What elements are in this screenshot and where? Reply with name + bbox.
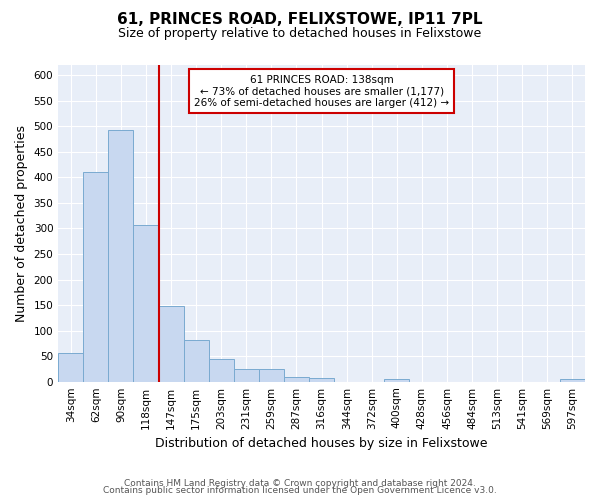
Bar <box>58 352 83 382</box>
Bar <box>284 376 309 382</box>
Text: 61 PRINCES ROAD: 138sqm
← 73% of detached houses are smaller (1,177)
26% of semi: 61 PRINCES ROAD: 138sqm ← 73% of detache… <box>194 74 449 108</box>
Bar <box>385 379 409 382</box>
Bar <box>158 306 184 382</box>
Bar <box>209 359 234 382</box>
Bar <box>309 378 334 382</box>
Bar <box>133 225 158 382</box>
Bar <box>83 172 109 382</box>
Bar <box>184 340 209 382</box>
Bar <box>560 379 585 382</box>
Bar <box>109 130 133 382</box>
Text: Contains HM Land Registry data © Crown copyright and database right 2024.: Contains HM Land Registry data © Crown c… <box>124 478 476 488</box>
Y-axis label: Number of detached properties: Number of detached properties <box>15 125 28 322</box>
Bar <box>259 370 284 382</box>
Text: 61, PRINCES ROAD, FELIXSTOWE, IP11 7PL: 61, PRINCES ROAD, FELIXSTOWE, IP11 7PL <box>117 12 483 28</box>
Text: Size of property relative to detached houses in Felixstowe: Size of property relative to detached ho… <box>118 28 482 40</box>
X-axis label: Distribution of detached houses by size in Felixstowe: Distribution of detached houses by size … <box>155 437 488 450</box>
Bar <box>234 370 259 382</box>
Text: Contains public sector information licensed under the Open Government Licence v3: Contains public sector information licen… <box>103 486 497 495</box>
